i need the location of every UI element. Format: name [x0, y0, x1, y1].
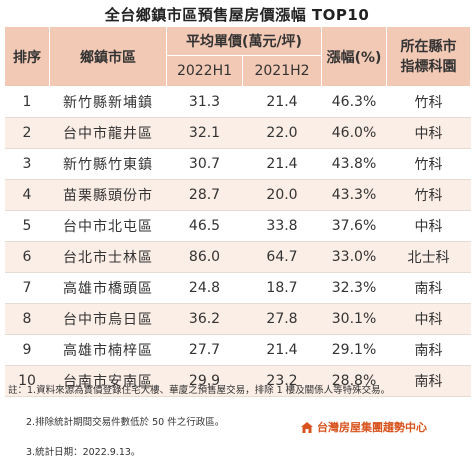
- house-logo-icon: [301, 421, 313, 433]
- cell-rank: 2: [4, 117, 50, 149]
- cell-town: 台中市烏日區: [49, 303, 167, 335]
- header-growth: 漲幅(%): [321, 26, 388, 87]
- cell-town: 苗栗縣頭份市: [49, 179, 167, 211]
- table-row: 9 高雄市楠梓區 27.7 21.4 29.1% 南科: [4, 334, 471, 366]
- table-row: 2 台中市龍井區 32.1 22.0 46.0% 中科: [4, 117, 471, 149]
- cell-town: 高雄市楠梓區: [49, 334, 167, 366]
- cell-2021h2: 23.2: [242, 365, 322, 397]
- cell-park: 中科: [386, 210, 471, 242]
- cell-2022h1: 27.7: [166, 334, 243, 366]
- cell-rank: 1: [4, 86, 50, 118]
- cell-2021h2: 21.4: [242, 334, 322, 366]
- cell-rank: 7: [4, 272, 50, 304]
- footnote-2: 2.排除統計期間交易件數低於 50 件之行政區。: [26, 417, 225, 428]
- cell-2022h1: 24.8: [166, 272, 243, 304]
- cell-rank: 3: [4, 148, 50, 180]
- cell-town: 台中市龍井區: [49, 117, 167, 149]
- table-row: 8 台中市烏日區 36.2 27.8 30.1% 中科: [4, 303, 471, 335]
- cell-2021h2: 21.4: [242, 148, 322, 180]
- cell-2022h1: 30.7: [166, 148, 243, 180]
- cell-rank: 8: [4, 303, 50, 335]
- cell-park: 北士科: [386, 241, 471, 273]
- cell-2021h2: 33.8: [242, 210, 322, 242]
- header-avg-price: 平均單價(萬元/坪): [165, 26, 323, 56]
- cell-2022h1: 28.7: [166, 179, 243, 211]
- cell-2022h1: 46.5: [166, 210, 243, 242]
- price-growth-table: 排序 鄉鎮市區 平均單價(萬元/坪) 漲幅(%) 所在縣市指標科園 2022H1…: [4, 26, 472, 397]
- cell-2021h2: 64.7: [242, 241, 322, 273]
- header-2021h2: 2021H2: [241, 55, 323, 87]
- header-rank: 排序: [4, 26, 50, 87]
- header-2022h1: 2022H1: [166, 55, 243, 87]
- brand-logo: 台灣房屋集團趨勢中心: [300, 419, 427, 435]
- cell-2021h2: 22.0: [242, 117, 322, 149]
- table-row: 6 台北市士林區 86.0 64.7 33.0% 北士科: [4, 241, 471, 273]
- header-park-text: 所在縣市指標科園: [400, 38, 457, 75]
- footnote-1: 註：1.資料來源為實價登錄住宅大樓、華廈之預售屋交易，排除 1 樓及關係人等特殊…: [8, 385, 391, 396]
- cell-2022h1: 29.9: [166, 365, 243, 397]
- footnote-3: 3.統計日期：2022.9.13。: [26, 447, 141, 458]
- cell-growth: 28.8%: [321, 365, 387, 397]
- cell-town: 台南市安南區: [49, 365, 167, 397]
- cell-2021h2: 21.4: [242, 86, 322, 118]
- cell-rank: 9: [4, 334, 50, 366]
- cell-2021h2: 20.0: [242, 179, 322, 211]
- cell-town: 高雄市橋頭區: [49, 272, 167, 304]
- cell-rank: 4: [4, 179, 50, 211]
- cell-park: 中科: [386, 303, 471, 335]
- header-park: 所在縣市指標科園: [386, 26, 472, 87]
- table-row: 4 苗栗縣頭份市 28.7 20.0 43.3% 竹科: [4, 179, 471, 211]
- page-title: 全台鄉鎮市區預售屋房價漲幅 TOP10: [104, 6, 370, 24]
- cell-park: 竹科: [386, 148, 471, 180]
- cell-park: 中科: [386, 117, 471, 149]
- cell-growth: 37.6%: [321, 210, 387, 242]
- table-row: 10 台南市安南區 29.9 23.2 28.8% 南科: [4, 365, 471, 397]
- cell-growth: 46.0%: [321, 117, 387, 149]
- cell-growth: 29.1%: [321, 334, 387, 366]
- cell-park: 南科: [386, 334, 471, 366]
- table-row: 7 高雄市橋頭區 24.8 18.7 32.3% 南科: [4, 272, 471, 304]
- cell-rank: 6: [4, 241, 50, 273]
- cell-growth: 43.3%: [321, 179, 387, 211]
- cell-town: 新竹縣新埔鎮: [49, 86, 167, 118]
- cell-2021h2: 27.8: [242, 303, 322, 335]
- cell-growth: 43.8%: [321, 148, 387, 180]
- table-row: 3 新竹縣竹東鎮 30.7 21.4 43.8% 竹科: [4, 148, 471, 180]
- cell-park: 竹科: [386, 86, 471, 118]
- cell-growth: 46.3%: [321, 86, 387, 118]
- cell-2022h1: 32.1: [166, 117, 243, 149]
- logo-text: 台灣房屋集團趨勢中心: [317, 421, 427, 434]
- table-row: 1 新竹縣新埔鎮 31.3 21.4 46.3% 竹科: [4, 86, 471, 118]
- cell-town: 台北市士林區: [49, 241, 167, 273]
- table-row: 5 台中市北屯區 46.5 33.8 37.6% 中科: [4, 210, 471, 242]
- cell-rank: 5: [4, 210, 50, 242]
- header-town: 鄉鎮市區: [49, 26, 167, 87]
- cell-park: 南科: [386, 272, 471, 304]
- cell-town: 台中市北屯區: [49, 210, 167, 242]
- cell-2022h1: 86.0: [166, 241, 243, 273]
- cell-2021h2: 18.7: [242, 272, 322, 304]
- cell-2022h1: 36.2: [166, 303, 243, 335]
- cell-park: 南科: [386, 365, 471, 397]
- footnotes: 註：1.資料來源為實價登錄住宅大樓、華廈之預售屋交易，排除 1 樓及關係人等特殊…: [8, 384, 391, 458]
- cell-park: 竹科: [386, 179, 471, 211]
- cell-growth: 32.3%: [321, 272, 387, 304]
- cell-growth: 33.0%: [321, 241, 387, 273]
- cell-town: 新竹縣竹東鎮: [49, 148, 167, 180]
- cell-rank: 10: [4, 365, 50, 397]
- cell-2022h1: 31.3: [166, 86, 243, 118]
- table-body: 1 新竹縣新埔鎮 31.3 21.4 46.3% 竹科 2 台中市龍井區 32.1 22.0 46.…: [4, 86, 471, 397]
- cell-growth: 30.1%: [321, 303, 387, 335]
